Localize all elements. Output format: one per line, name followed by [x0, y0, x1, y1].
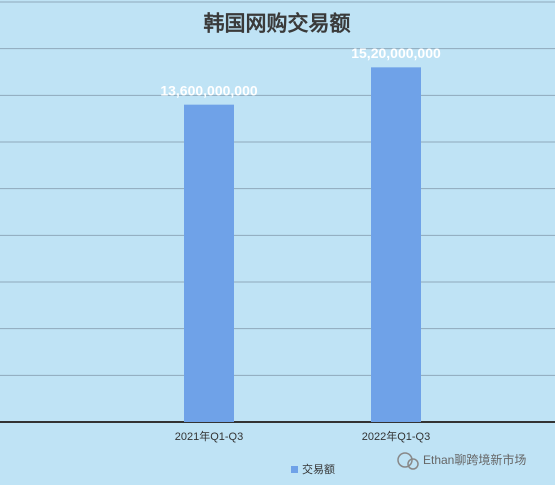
x-tick-label: 2021年Q1-Q3	[175, 429, 243, 443]
bar	[184, 104, 234, 423]
value-label: 15,20,000,000	[351, 45, 441, 61]
bar	[371, 67, 421, 422]
watermark-text: Ethan聊跨境新市场	[423, 452, 526, 467]
legend-swatch	[291, 466, 298, 473]
chart-title: 韩国网购交易额	[204, 12, 351, 36]
x-tick-label: 2022年Q1-Q3	[362, 429, 430, 443]
watermark-icon	[397, 452, 413, 468]
watermark: Ethan聊跨境新市场	[397, 452, 526, 470]
watermark-icon	[407, 458, 419, 470]
value-label: 13,600,000,000	[160, 82, 258, 98]
legend-label: 交易额	[302, 462, 335, 476]
